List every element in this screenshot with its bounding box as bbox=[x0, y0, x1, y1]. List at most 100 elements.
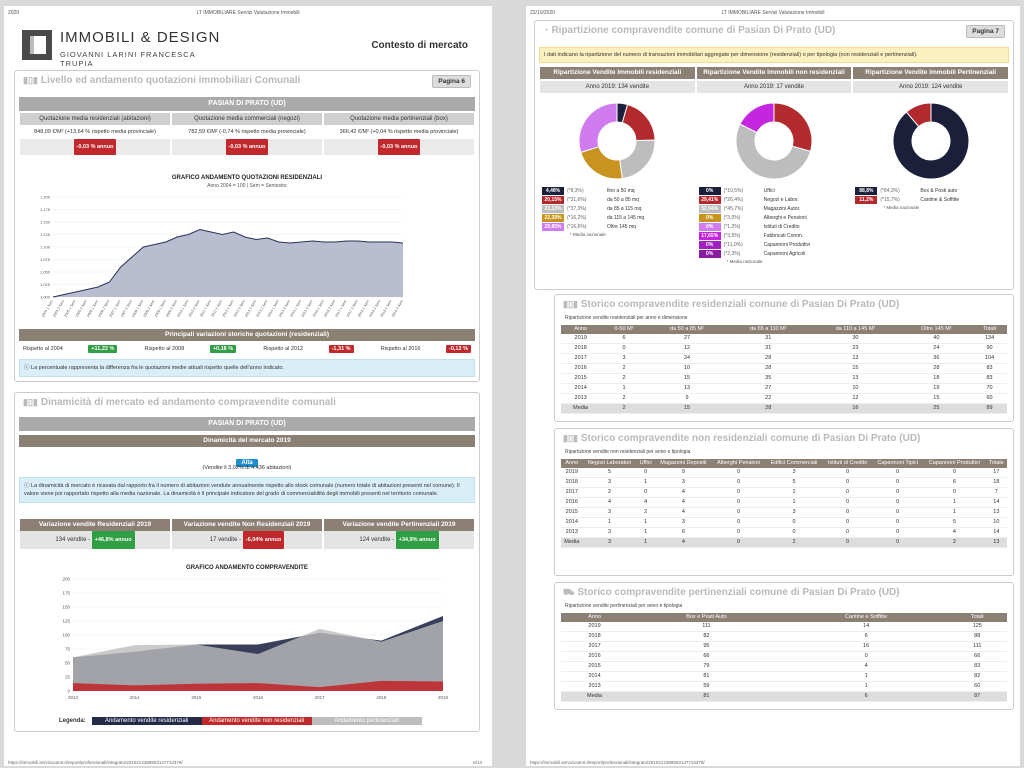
variation-item: Rispetto al 2004 +11,22 % bbox=[23, 345, 118, 353]
table-cell: 4 bbox=[654, 537, 712, 548]
table-header-row: Anno Negozi Laboratori Uffici Magazzini Dep… bbox=[561, 459, 1007, 468]
table-row: 2015 3 2 4 0 3 0 0 1 13 bbox=[561, 507, 1007, 518]
average-row: Media 2 15 28 16 25 89 bbox=[561, 403, 1007, 414]
table-cell: 3 bbox=[600, 353, 648, 364]
legend-pct: 0% bbox=[698, 223, 721, 231]
table-cell: 0 bbox=[711, 477, 766, 488]
variation-label: Rispetto al 2016 bbox=[380, 346, 421, 352]
legend-national: (*37,3%) bbox=[567, 206, 587, 212]
legend-national: (*15,7%) bbox=[880, 197, 900, 203]
legend-label: Fabbricati Comm. bbox=[763, 233, 804, 239]
legend-national: (*3,5%) bbox=[723, 233, 741, 239]
table-cell: 0 bbox=[872, 527, 924, 538]
legend-pct: 0% bbox=[698, 241, 721, 249]
footer-url[interactable]: https://immobili.servizioutmt.it/report/… bbox=[8, 760, 183, 765]
dynamics-badge-wrap: Alta bbox=[15, 451, 479, 469]
quote-value: 782,59 €/M² (-0,74 % rispetto media prov… bbox=[188, 129, 306, 135]
page-button[interactable]: Pagina 7 bbox=[966, 25, 1005, 38]
logo-subtitle: GIOVANNI LARINI FRANCESCA TRUPIA bbox=[60, 50, 196, 68]
table-cell: 70 bbox=[972, 383, 1007, 394]
table-cell: 2015 bbox=[561, 373, 601, 384]
y-tick-label: 25 bbox=[65, 675, 71, 680]
column-header: 0-50 M² bbox=[600, 325, 648, 334]
nonresidential-table: Anno Negozi Laboratori Uffici Magazzini Dep… bbox=[561, 459, 1007, 548]
table-header-row: Anno 0-50 M² da 50 a 85 M² da 65 a 110 M² da… bbox=[561, 325, 1007, 334]
table-cell: 16 bbox=[810, 403, 901, 414]
table-cell: 1 bbox=[923, 497, 986, 508]
pie-legend: 88,8% (*84,3%) Box & Posti auto 11,2% (*15,7… bbox=[853, 187, 1008, 204]
breakdown-col-pertinential: Ripartizione Vendite Immobili Pertinenzi… bbox=[853, 67, 1009, 287]
table-cell: 23 bbox=[810, 343, 901, 354]
table-cell: 2 bbox=[600, 363, 648, 374]
table-cell: 2016 bbox=[561, 651, 629, 662]
table-cell: 95 bbox=[628, 641, 785, 652]
table-cell: 0 bbox=[711, 467, 766, 478]
quote-value: 848,09 €/M² (+13,64 % rispetto media pro… bbox=[34, 129, 156, 135]
legend-pct: 22,39% bbox=[542, 214, 564, 222]
section-title: ▮▯▮ Dinamicità di mercato ed andamento co… bbox=[23, 397, 336, 408]
quotations-section: ▮▯▮ Livello ed andamento quotazioni immob… bbox=[14, 70, 480, 382]
table-cell: 6 bbox=[654, 527, 712, 538]
table-cell: 82 bbox=[947, 671, 1007, 682]
table-row: 2018 82 6 88 bbox=[561, 631, 1007, 642]
quote-label: Quotazione media commerciali (negozi) bbox=[172, 113, 322, 125]
info-note: ⓘ La percentuale rappresenta la differen… bbox=[19, 359, 475, 377]
table-row: 2017 2 0 4 0 1 0 0 0 7 bbox=[561, 487, 1007, 498]
table-cell: 0 bbox=[822, 527, 873, 538]
pie-legend: 0% (*10,5%) Uffici 29,41% (*26,4%) Negozi e L… bbox=[697, 187, 852, 258]
table-cell: 0 bbox=[711, 487, 766, 498]
legend-row: 88,8% (*84,3%) Box & Posti auto bbox=[855, 187, 1008, 195]
col-year: Anno 2019: 134 vendite bbox=[540, 81, 695, 93]
page-button[interactable]: Pagina 6 bbox=[432, 75, 471, 88]
table-cell: 3 bbox=[582, 507, 637, 518]
legend-row: 29,85% (*16,6%) Oltre 145 mq bbox=[542, 223, 695, 231]
legend-row: 0% (*2,3%) Capannoni Agricoli bbox=[698, 250, 852, 258]
section-title-text: Storico compravendite non residenziali c… bbox=[580, 433, 921, 444]
table-cell: 5 bbox=[582, 467, 637, 478]
table-cell: 0 bbox=[872, 517, 924, 528]
pie-slice bbox=[892, 102, 970, 180]
table-cell: 28 bbox=[900, 363, 973, 374]
legend-label: Uffici bbox=[763, 188, 775, 194]
chart-title: GRAFICO ANDAMENTO QUOTAZIONI RESIDENZIAL… bbox=[171, 175, 323, 181]
column-header: Anno bbox=[561, 325, 601, 334]
section-title-text: Storico compravendite pertinenziali comu… bbox=[577, 587, 900, 598]
quotation-line bbox=[52, 228, 404, 298]
table-cell: 0 bbox=[872, 467, 924, 478]
column-header: Magazzini Depositi bbox=[654, 459, 712, 468]
table-cell: 59 bbox=[628, 681, 785, 692]
column-header: Anno bbox=[561, 459, 583, 468]
y-tick-label: 200 bbox=[62, 577, 70, 582]
footer-url[interactable]: https://immobili.servizioutmt.it/report/… bbox=[530, 760, 705, 765]
legend-national: (*45,7%) bbox=[723, 206, 744, 212]
legend-pct: 29,85% bbox=[542, 223, 564, 231]
table-cell: 13 bbox=[985, 507, 1007, 518]
var-sales-badge: +46,8% annuo bbox=[91, 531, 135, 549]
table-cell: 83 bbox=[972, 363, 1007, 374]
section-title-text: Storico compravendite residenziali comun… bbox=[580, 299, 900, 310]
variation-label: Rispetto al 2012 bbox=[263, 346, 304, 352]
logo-mark-icon bbox=[22, 30, 52, 60]
col-year: Anno 2019: 124 vendite bbox=[853, 81, 1009, 93]
pie-slice bbox=[619, 139, 656, 180]
y-tick-label: 75 bbox=[65, 647, 71, 652]
header-date: 2020 bbox=[8, 10, 20, 16]
var-sales-row: Variazione vendite Residenziali 2019 134 … bbox=[19, 519, 475, 549]
variation-badge: -0,12 % bbox=[446, 345, 471, 353]
table-cell: 2013 bbox=[561, 681, 629, 692]
table-cell: 0 bbox=[822, 467, 873, 478]
table-cell: 0 bbox=[872, 537, 924, 548]
table-cell: 14 bbox=[985, 497, 1007, 508]
pertinential-table: Anno Box e Posti Auto Cantine e Soffitte To… bbox=[561, 613, 1007, 702]
table-cell: 81 bbox=[628, 671, 785, 682]
pie-slice bbox=[580, 146, 624, 180]
variation-badge: +11,22 % bbox=[88, 345, 118, 353]
pie-legend: 4,48% (*8,3%) fino a 50 mq 20,15% (*31,6%) da… bbox=[540, 187, 695, 231]
y-tick-label: 1.100 bbox=[40, 245, 51, 250]
quote-label: Quotazione media residenziali (abitazion… bbox=[20, 113, 170, 125]
context-title: Contesto di mercato bbox=[371, 40, 468, 51]
table-cell: 31 bbox=[726, 333, 811, 344]
legend-label: Legenda: bbox=[59, 718, 86, 724]
legend-label: Alberghi e Pensioni bbox=[763, 215, 807, 221]
chart-legend: Legenda: Andamento vendite residenziali … bbox=[59, 717, 422, 725]
